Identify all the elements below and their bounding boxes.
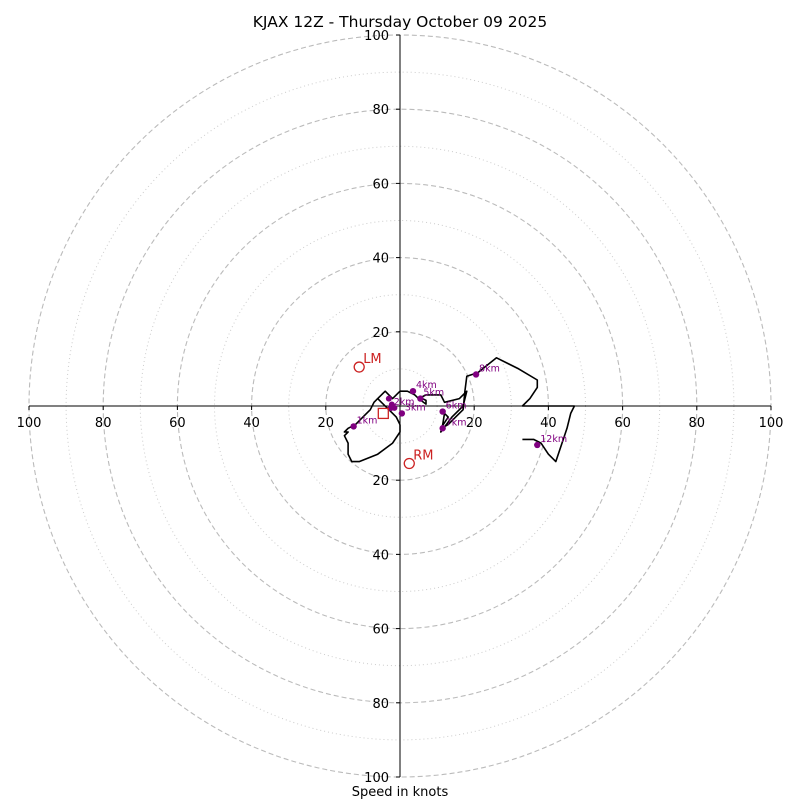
y-tick-label: 60 bbox=[372, 177, 389, 192]
height-marker-4km bbox=[409, 387, 417, 395]
height-label-2km: 2km bbox=[394, 397, 415, 408]
storm-motion-LM bbox=[353, 361, 365, 373]
chart-title: KJAX 12Z - Thursday October 09 2025 bbox=[253, 13, 547, 31]
height-label-8km: 8km bbox=[479, 363, 500, 374]
x-tick-label: 20 bbox=[318, 416, 335, 431]
height-label-1km: 1km bbox=[357, 415, 378, 426]
hodograph-point bbox=[385, 395, 392, 402]
height-marker-12km bbox=[534, 441, 541, 449]
y-tick-label: 100 bbox=[364, 29, 389, 44]
x-tick-label: 80 bbox=[689, 416, 706, 431]
x-tick-label: 60 bbox=[614, 416, 631, 431]
x-tick-label: 80 bbox=[95, 416, 112, 431]
height-label-5km: 5km bbox=[423, 388, 444, 399]
y-tick-label: 80 bbox=[372, 103, 389, 118]
x-tick-label: 100 bbox=[17, 416, 42, 431]
x-tick-label: 60 bbox=[169, 416, 186, 431]
height-marker-6km bbox=[439, 408, 446, 415]
height-label-3km: 3km bbox=[405, 402, 426, 413]
x-tick-label: 40 bbox=[540, 416, 557, 431]
height-marker-3km bbox=[398, 410, 406, 417]
y-tick-label: 100 bbox=[364, 771, 389, 786]
height-marker-8km bbox=[472, 371, 480, 378]
height-label-6km: 6km bbox=[446, 401, 467, 412]
hodograph-trace-low bbox=[343, 398, 401, 463]
x-tick-label: 20 bbox=[466, 416, 483, 431]
x-axis-label: Speed in knots bbox=[352, 785, 449, 800]
storm-motions: LM RM bbox=[353, 352, 434, 470]
height-marker-7km bbox=[439, 425, 446, 432]
x-tick-label: 100 bbox=[759, 416, 784, 431]
y-tick-label: 80 bbox=[372, 697, 389, 712]
height-label-7km: 7km bbox=[446, 417, 467, 428]
y-tick-label: 20 bbox=[372, 474, 389, 489]
axes bbox=[29, 35, 771, 777]
height-label-12km: 12km bbox=[540, 434, 567, 445]
y-tick-label: 40 bbox=[372, 252, 389, 267]
storm-label-RM: RM bbox=[413, 449, 433, 464]
y-tick-label: 60 bbox=[372, 623, 389, 638]
storm-motion-RM bbox=[403, 457, 415, 470]
mean-wind-marker bbox=[377, 407, 389, 420]
tick-labels: 100 80 60 40 20 20 40 60 80 100 100 80 60 40 20 20 40 60 8… bbox=[17, 29, 784, 786]
height-label-4km: 4km bbox=[416, 380, 437, 391]
height-marker-2km bbox=[387, 404, 394, 412]
x-tick-label: 40 bbox=[243, 416, 260, 431]
y-tick-label: 40 bbox=[372, 548, 389, 563]
storm-label-LM: LM bbox=[363, 352, 381, 367]
height-marker-5km bbox=[417, 395, 424, 402]
y-tick-label: 20 bbox=[372, 326, 389, 341]
height-marker-1km bbox=[350, 423, 357, 430]
